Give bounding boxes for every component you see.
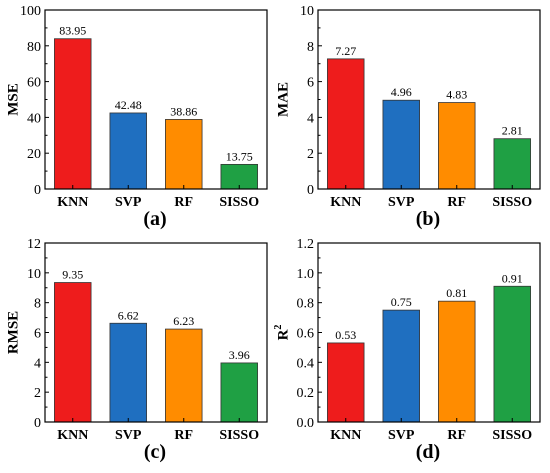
chart-panel-3: 9.35 KNN 6.62 SVP 6.23 RF 3.96 SISSO 0 2 4 6 8 10 12 RM… (5, 237, 268, 463)
x-tick-label-rf: RF (447, 428, 466, 443)
x-tick-label-rf: RF (174, 428, 193, 443)
data-label-knn: 83.95 (59, 24, 86, 38)
y-tick-label: 10 (300, 4, 314, 19)
x-tick-label-sisso: SISSO (219, 195, 259, 210)
y-tick-label: 4 (34, 356, 41, 371)
y-tick-label: 80 (27, 40, 41, 55)
y-tick-label: 2 (307, 147, 314, 162)
data-label-rf: 38.86 (170, 104, 197, 118)
y-tick-label: 8 (34, 297, 41, 312)
panel-label: (b) (416, 208, 440, 230)
x-tick-label-knn: KNN (330, 195, 361, 210)
y-tick-label: 2 (34, 386, 41, 401)
chart-panel-1: 83.95 KNN 42.48 SVP 38.86 RF 13.75 SISSO 0 20 40 60… (5, 4, 268, 230)
y-tick-label: 0.8 (297, 297, 315, 312)
x-tick-label-knn: KNN (57, 195, 88, 210)
y-tick-label: 6 (307, 76, 314, 91)
data-label-svp: 4.96 (391, 85, 412, 99)
y-tick-label: 8 (307, 40, 314, 55)
x-tick-label-svp: SVP (115, 428, 142, 443)
x-tick-label-sisso: SISSO (492, 428, 532, 443)
y-tick-label: 0 (34, 183, 41, 198)
y-tick-label: 1.2 (297, 237, 315, 252)
x-tick-label-knn: KNN (57, 428, 88, 443)
y-tick-label: 4 (307, 111, 314, 126)
data-label-svp: 42.48 (115, 98, 142, 112)
x-tick-label-knn: KNN (330, 428, 361, 443)
y-axis-label: MAE (275, 82, 291, 117)
bar-svp (382, 309, 420, 423)
panel-label: (d) (416, 441, 440, 463)
data-label-sisso: 13.75 (226, 149, 253, 163)
y-tick-label: 10 (27, 267, 41, 282)
panel-label: (c) (144, 441, 166, 463)
bar-rf (438, 300, 476, 423)
y-tick-label: 0.2 (297, 386, 315, 401)
bar-rf (165, 119, 203, 190)
data-label-rf: 0.81 (446, 286, 467, 300)
bar-sisso (220, 163, 258, 190)
bar-svp (109, 112, 147, 190)
chart-panel-2: 7.27 KNN 4.96 SVP 4.83 RF 2.81 SISSO 0 2 4 6 8 10 MAE (… (275, 4, 541, 230)
bar-rf (438, 102, 476, 190)
y-axis-label: MSE (5, 83, 21, 116)
bar-knn (327, 342, 365, 423)
data-label-sisso: 2.81 (502, 124, 523, 138)
y-tick-label: 0 (34, 416, 41, 431)
data-label-svp: 6.62 (118, 308, 139, 322)
y-tick-label: 0.0 (297, 416, 315, 431)
data-label-rf: 6.23 (173, 314, 194, 328)
bar-rf (165, 328, 203, 423)
y-tick-label: 0.4 (297, 356, 315, 371)
bar-knn (327, 58, 365, 190)
data-label-sisso: 3.96 (229, 348, 250, 362)
x-tick-label-svp: SVP (388, 428, 415, 443)
data-label-sisso: 0.91 (502, 271, 523, 285)
x-tick-label-rf: RF (174, 195, 193, 210)
bar-svp (382, 99, 420, 190)
y-axis-label: R2 (273, 325, 292, 341)
bar-knn (54, 38, 92, 190)
data-label-knn: 0.53 (335, 328, 356, 342)
chart-panel-4: 0.53 KNN 0.75 SVP 0.81 RF 0.91 SISSO 0.0 0.2 0.4 0.… (273, 237, 541, 463)
y-axis-label: RMSE (5, 311, 21, 354)
x-tick-label-sisso: SISSO (219, 428, 259, 443)
y-tick-label: 100 (20, 4, 41, 19)
y-tick-label: 6 (34, 327, 41, 342)
y-tick-label: 0.6 (297, 327, 315, 342)
data-label-rf: 4.83 (446, 88, 467, 102)
bar-sisso (493, 138, 531, 190)
x-tick-label-rf: RF (447, 195, 466, 210)
bar-sisso (493, 285, 531, 423)
y-tick-label: 0 (307, 183, 314, 198)
y-tick-label: 20 (27, 147, 41, 162)
x-tick-label-sisso: SISSO (492, 195, 532, 210)
x-tick-label-svp: SVP (115, 195, 142, 210)
data-label-knn: 9.35 (62, 268, 83, 282)
bar-sisso (220, 362, 258, 423)
x-tick-label-svp: SVP (388, 195, 415, 210)
y-tick-label: 60 (27, 76, 41, 91)
y-tick-label: 40 (27, 111, 41, 126)
data-label-svp: 0.75 (391, 295, 412, 309)
y-axis-label-superscript: 2 (273, 325, 284, 330)
bar-svp (109, 322, 147, 423)
y-tick-label: 12 (27, 237, 41, 252)
data-label-knn: 7.27 (335, 44, 356, 58)
panel-label: (a) (143, 208, 166, 230)
y-tick-label: 1.0 (297, 267, 315, 282)
bar-knn (54, 282, 92, 423)
